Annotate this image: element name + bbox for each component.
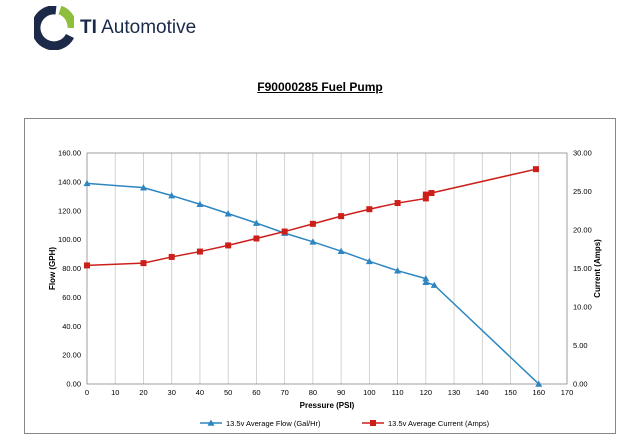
data-point-current <box>309 220 316 227</box>
series-line-current <box>86 168 537 267</box>
x-tick-label: 130 <box>448 388 461 397</box>
data-point-flow <box>309 238 317 245</box>
legend-marker-current <box>370 420 376 426</box>
data-point-current <box>422 191 429 198</box>
x-tick-label: 160 <box>533 388 546 397</box>
legend-label-flow: 13.5v Average Flow (Gal/Hr) <box>226 419 321 428</box>
y-left-tick-label: 40.00 <box>62 322 81 331</box>
y-left-tick-label: 20.00 <box>62 351 81 360</box>
data-point-flow <box>139 184 147 191</box>
data-point-flow <box>422 278 430 286</box>
x-tick-label: 150 <box>504 388 517 397</box>
data-point-flow <box>365 257 373 265</box>
data-point-flow <box>83 179 91 187</box>
x-tick-label: 110 <box>392 388 404 397</box>
x-tick-label: 90 <box>337 388 345 397</box>
x-tick-label: 40 <box>196 388 204 397</box>
plot-area-border <box>86 152 568 385</box>
x-tick-label: 120 <box>420 388 433 397</box>
y-right-tick-label: 25.00 <box>573 187 592 196</box>
x-tick-label: 50 <box>224 388 232 397</box>
x-tick-label: 100 <box>363 388 376 397</box>
y-right-tick-label: 15.00 <box>573 264 592 273</box>
data-point-current <box>428 190 435 197</box>
x-tick-label: 10 <box>111 388 119 397</box>
x-tick-label: 70 <box>280 388 288 397</box>
data-point-flow <box>168 192 176 199</box>
x-tick-label: 170 <box>561 388 574 397</box>
data-point-current <box>281 228 288 235</box>
y-right-axis-label: Current (Amps) <box>593 239 602 298</box>
brand-name: TI Automotive <box>80 17 197 38</box>
data-point-current <box>84 262 90 269</box>
data-point-current <box>168 253 175 260</box>
legend-label-current: 13.5v Average Current (Amps) <box>388 419 490 428</box>
y-left-tick-label: 80.00 <box>62 264 81 273</box>
data-point-current <box>225 242 232 249</box>
data-point-current <box>196 248 203 255</box>
data-point-flow <box>422 275 430 282</box>
y-left-tick-label: 0.00 <box>66 380 81 389</box>
y-left-tick-label: 140.00 <box>58 177 81 186</box>
data-point-flow <box>535 380 543 387</box>
y-right-tick-label: 10.00 <box>573 303 592 312</box>
x-tick-label: 60 <box>252 388 260 397</box>
data-point-flow <box>337 247 345 254</box>
data-point-current <box>532 166 539 173</box>
data-point-current <box>394 200 401 207</box>
x-tick-label: 80 <box>309 388 317 397</box>
y-right-tick-label: 30.00 <box>573 149 592 158</box>
page-title: F90000285 Fuel Pump <box>257 80 383 94</box>
y-left-tick-label: 120.00 <box>58 206 81 215</box>
data-point-current <box>253 235 260 242</box>
ti-logo-icon <box>34 6 74 50</box>
y-left-tick-label: 160.00 <box>58 149 81 158</box>
x-axis-label: Pressure (PSI) <box>300 401 355 410</box>
data-point-current <box>140 260 147 267</box>
x-tick-label: 20 <box>139 388 147 397</box>
x-tick-label: 30 <box>168 388 176 397</box>
y-right-tick-label: 20.00 <box>573 226 592 235</box>
data-point-current <box>422 195 429 202</box>
y-right-tick-label: 0.00 <box>573 380 588 389</box>
data-point-flow <box>224 210 232 217</box>
data-point-flow <box>196 200 204 208</box>
chart-frame <box>24 118 616 434</box>
x-tick-label: 140 <box>476 388 489 397</box>
data-point-flow <box>430 281 438 288</box>
y-left-tick-label: 60.00 <box>62 293 81 302</box>
data-point-current <box>338 213 345 220</box>
y-left-axis-label: Flow (GPH) <box>48 247 57 290</box>
x-tick-label: 0 <box>85 388 89 397</box>
data-point-flow <box>394 267 402 274</box>
data-point-flow <box>252 219 260 226</box>
legend-marker-flow <box>207 419 215 426</box>
y-left-tick-label: 100.00 <box>58 235 81 244</box>
data-point-current <box>366 206 373 213</box>
y-right-tick-label: 5.00 <box>573 341 588 350</box>
